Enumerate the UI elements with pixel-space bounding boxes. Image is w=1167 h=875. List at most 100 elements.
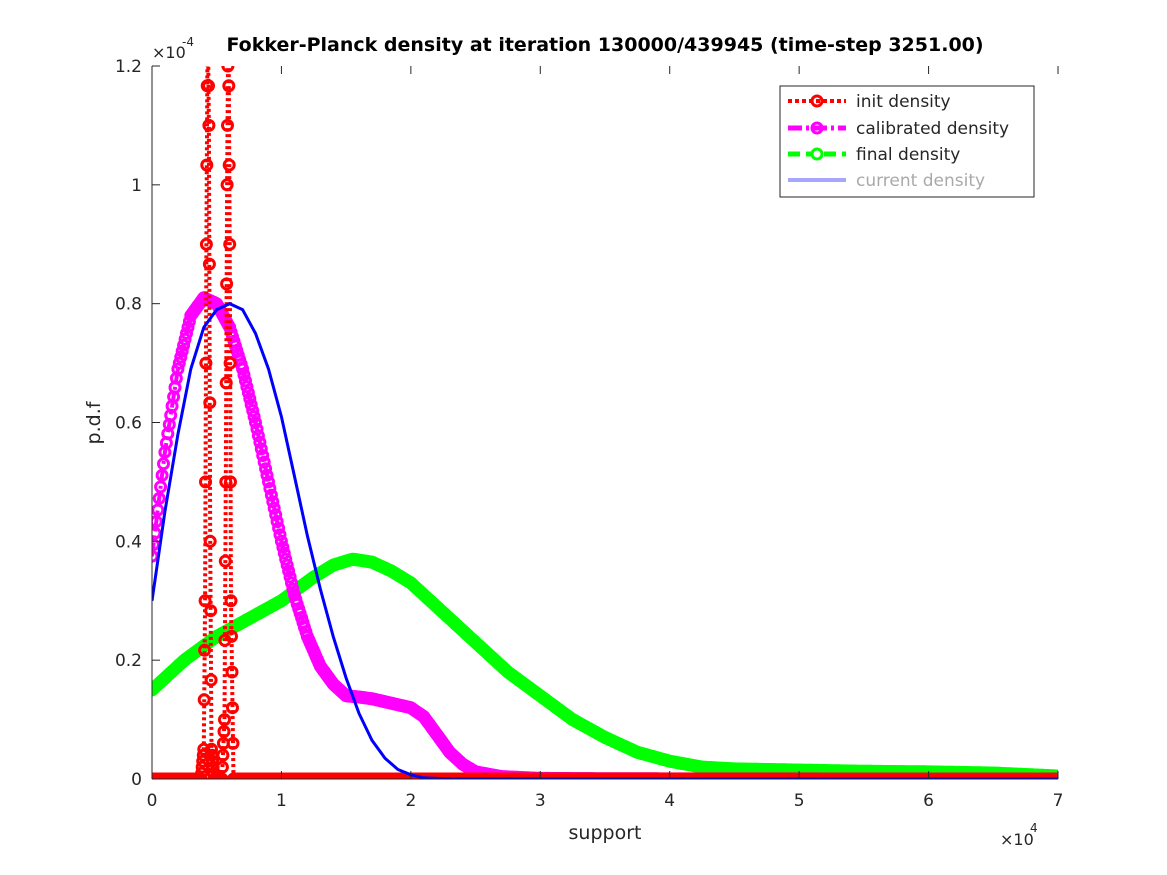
series-marker [250,422,264,436]
series-marker [247,410,261,424]
legend-label-current: current density [856,171,985,191]
series-init-density [152,66,1058,779]
x-tick-label: 4 [664,791,675,811]
series-marker [178,332,192,346]
x-exponent-base: ×10 [1000,830,1034,849]
series-marker [262,475,275,489]
series-marker [181,320,195,334]
series-marker [246,404,260,418]
series-marker [237,368,251,382]
y-ticks: 0 0.2 0.4 0.6 0.8 1 1.2 [115,57,160,790]
y-tick-label: 0 [131,770,142,790]
legend: init density calibrated density final de… [779,85,1035,198]
series-marker [219,376,233,390]
series-marker [171,362,185,376]
series-marker [282,564,296,578]
series-marker [220,178,234,192]
series-marker [221,118,234,132]
y-tick-label: 0.4 [115,532,142,552]
series-marker [285,576,298,590]
series-marker [202,118,216,132]
series-marker [175,344,189,358]
x-ticks: 0 1 2 3 4 5 6 7 [147,66,1064,811]
series-marker [174,350,188,364]
series-marker [152,515,163,528]
series-marker [205,742,218,756]
x-exponent-power: 4 [1030,821,1038,835]
series-marker [267,501,281,515]
series-marker [279,552,293,566]
legend-item-final: final density [788,145,960,165]
legend-item-init: init density [788,92,951,112]
y-axis-label: p.d.f [83,400,105,444]
series-marker [218,713,231,727]
y-tick-label: 1 [131,176,142,196]
series-marker [224,594,238,608]
series-marker [226,701,239,715]
series-marker [199,356,213,370]
series-marker [200,158,214,172]
x-tick-label: 1 [276,791,287,811]
series-marker [225,629,238,643]
series-marker [152,538,160,552]
legend-marker-init [810,94,824,108]
series-marker [203,396,217,410]
series-marker [152,491,166,505]
legend-label-final: final density [856,145,960,165]
series-marker [280,558,294,572]
series-marker [236,362,250,376]
series-marker [244,398,258,412]
y-tick-label: 0.8 [115,295,142,315]
series-marker [240,380,254,394]
series-marker [202,257,216,271]
series-marker [273,528,287,542]
series-marker [257,455,271,469]
y-exponent-base: ×10 [152,43,186,62]
series-marker [222,79,236,93]
series-marker [283,570,297,584]
x-exponent: ×10 4 [1000,821,1038,849]
series-marker [218,554,232,568]
series-marker [206,754,220,768]
y-tick-label: 1.2 [115,57,142,77]
series-marker [203,534,217,548]
legend-item-current: current density [788,171,985,191]
series-marker [177,338,191,352]
series-marker [277,546,291,560]
series-marker [270,515,284,528]
series-marker [269,508,283,522]
series-marker [155,468,169,482]
series-marker [204,604,218,618]
series-marker [199,475,212,489]
series-marker [216,748,230,762]
legend-marker-final [810,147,824,161]
series-marker [249,416,262,429]
series-marker [256,449,270,462]
series-marker [276,540,290,554]
x-axis-label: support [569,822,642,844]
series-marker [172,356,186,370]
series-marker [202,79,215,93]
series-marker [204,673,218,687]
series-marker [223,237,237,251]
series-layer [152,66,1058,779]
x-tick-label: 2 [405,791,416,811]
series-marker [223,356,237,370]
series-marker [260,468,274,482]
y-exponent-power: -4 [182,35,194,49]
series-marker [220,277,234,291]
x-tick-label: 7 [1053,791,1064,811]
series-marker [154,480,168,494]
series-marker [254,442,268,456]
series-marker [152,503,165,517]
series-marker [197,742,211,756]
y-tick-label: 0.6 [115,414,142,434]
series-marker [259,462,273,476]
chart-title: Fokker-Planck density at iteration 13000… [226,34,983,56]
series-marker [157,457,170,471]
legend-item-calibrated: calibrated density [788,119,1009,139]
series-marker [195,766,209,779]
legend-label-calibrated: calibrated density [856,119,1009,139]
x-tick-label: 0 [147,791,158,811]
series-line [152,302,1058,779]
